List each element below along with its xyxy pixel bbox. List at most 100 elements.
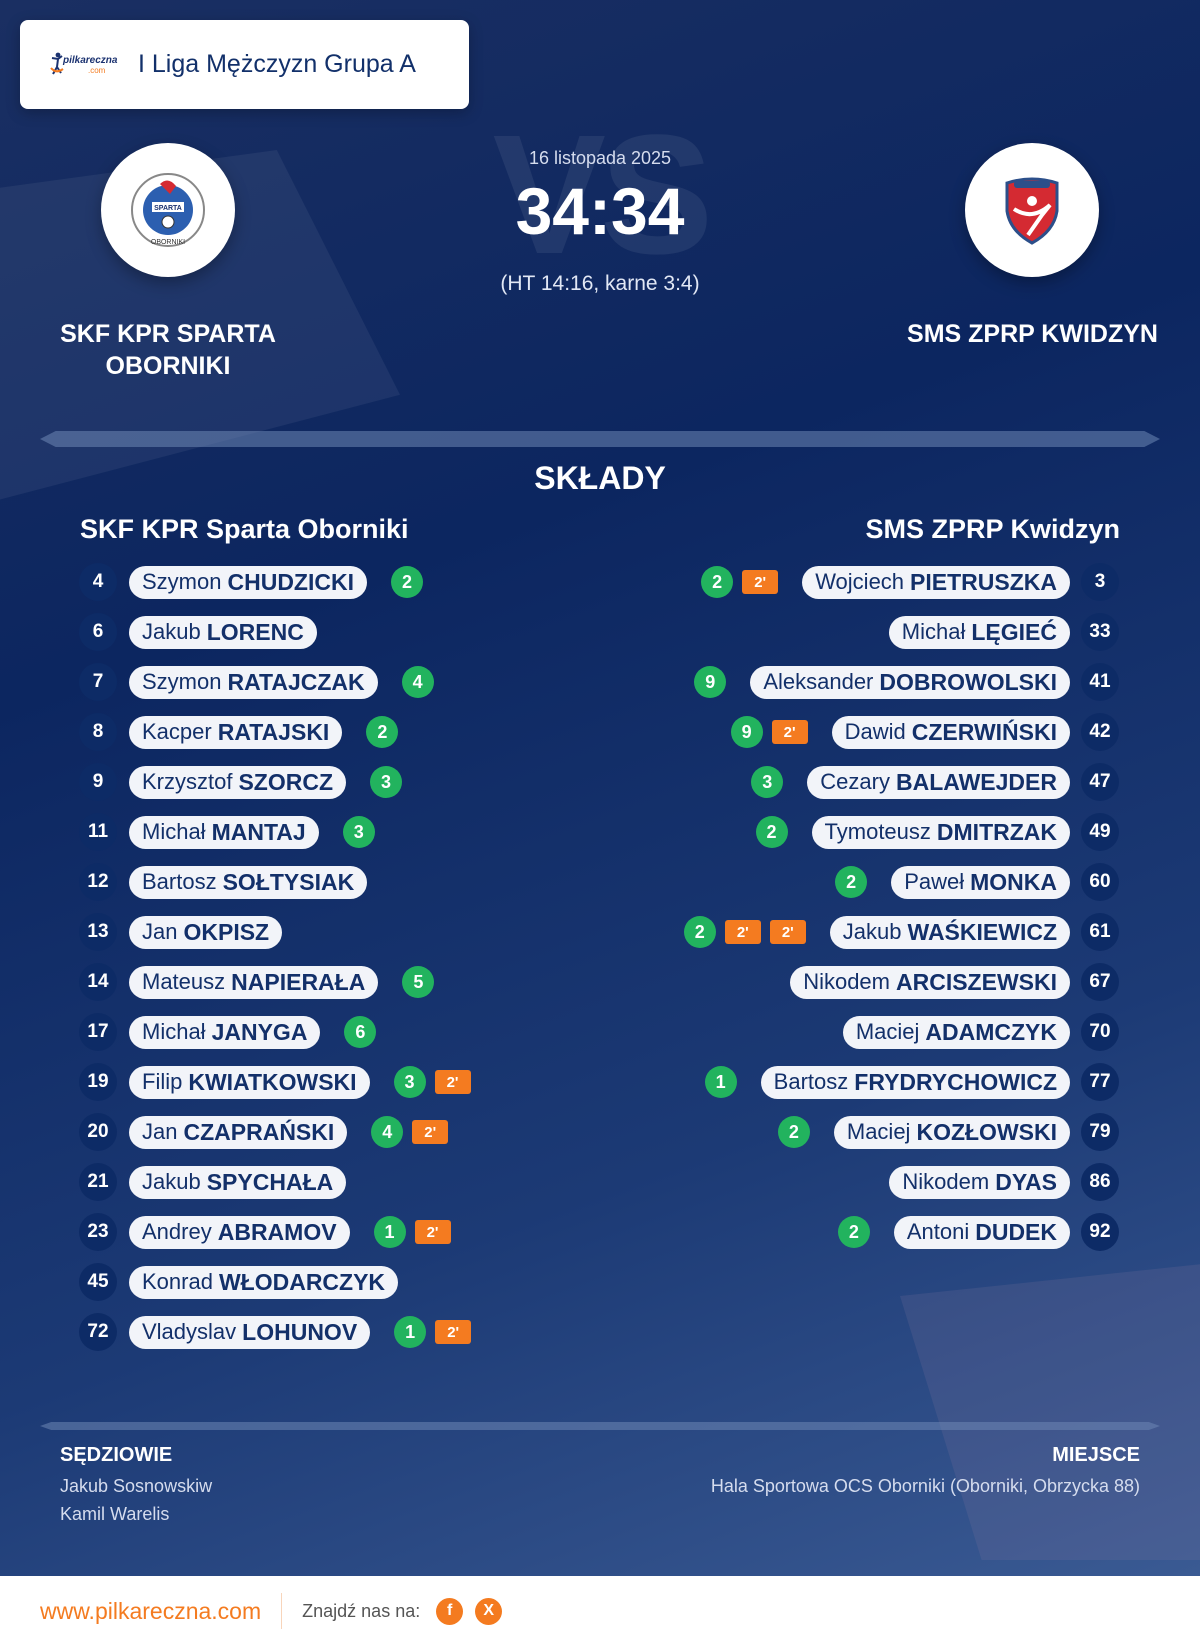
player-name[interactable]: Antoni DUDEK — [893, 1215, 1070, 1249]
final-score: 34:34 — [515, 174, 685, 248]
facebook-icon[interactable]: f — [436, 1597, 464, 1625]
player-name[interactable]: Bartosz SOŁTYSIAK — [129, 865, 368, 899]
player-row: 9 Aleksander DOBROWOLSKI 41 — [619, 657, 1119, 707]
suspension-badge: 2' — [435, 1320, 472, 1344]
jersey-number: 60 — [1081, 863, 1119, 901]
brand-logo[interactable]: pilkareczna .com — [50, 50, 122, 80]
player-name[interactable]: Bartosz FRYDRYCHOWICZ — [760, 1065, 1070, 1099]
goals-badge: 2 — [777, 1116, 810, 1148]
goals-badge: 2 — [835, 866, 868, 898]
league-header: pilkareczna .com I Liga Mężczyzn Grupa A — [20, 20, 469, 109]
player-name[interactable]: Maciej ADAMCZYK — [842, 1015, 1070, 1049]
player-name[interactable]: Szymon RATAJCZAK — [129, 665, 378, 699]
player-first-name: Filip — [142, 1069, 183, 1094]
goals-badge: 2 — [683, 916, 716, 948]
player-name[interactable]: Dawid CZERWIŃSKI — [831, 715, 1070, 749]
brand-logo-suffix: .com — [88, 65, 106, 75]
away-team-logo — [965, 143, 1099, 277]
jersey-number: 8 — [79, 713, 117, 751]
player-row: 21 Jakub SPYCHAŁA — [79, 1157, 579, 1207]
player-row: Nikodem DYAS 86 — [619, 1157, 1119, 1207]
match-date: 16 listopada 2025 — [528, 148, 672, 168]
player-name[interactable]: Filip KWIATKOWSKI — [129, 1065, 370, 1099]
suspension-badge: 2' — [412, 1120, 449, 1144]
website-link[interactable]: www.pilkareczna.com — [40, 1597, 262, 1624]
player-stats: 2 — [755, 816, 788, 848]
player-name[interactable]: Kacper RATAJSKI — [129, 715, 343, 749]
player-name[interactable]: Cezary BALAWEJDER — [807, 765, 1070, 799]
goals-badge: 4 — [371, 1116, 404, 1148]
player-name[interactable]: Wojciech PIETRUSZKA — [802, 565, 1070, 599]
player-last-name: SZORCZ — [238, 768, 334, 795]
player-last-name: CZERWIŃSKI — [911, 718, 1057, 745]
goals-badge: 1 — [704, 1066, 737, 1098]
player-last-name: MANTAJ — [211, 818, 306, 845]
jersey-number: 9 — [79, 763, 117, 801]
player-first-name: Konrad — [142, 1269, 213, 1294]
player-name[interactable]: Jan OKPISZ — [129, 915, 283, 949]
player-name[interactable]: Nikodem ARCISZEWSKI — [790, 965, 1070, 999]
player-name[interactable]: Jakub WAŚKIEWICZ — [829, 915, 1070, 949]
player-name[interactable]: Mateusz NAPIERAŁA — [129, 965, 379, 999]
player-name[interactable]: Nikodem DYAS — [889, 1165, 1070, 1199]
player-first-name: Michał — [901, 619, 966, 644]
player-name[interactable]: Paweł MONKA — [891, 865, 1070, 899]
player-name[interactable]: Krzysztof SZORCZ — [129, 765, 347, 799]
player-row: 45 Konrad WŁODARCZYK — [79, 1257, 579, 1307]
player-last-name: DUDEK — [975, 1218, 1057, 1245]
player-row: 9 2' Dawid CZERWIŃSKI 42 — [619, 707, 1119, 757]
player-stats: 9 — [694, 666, 727, 698]
player-name[interactable]: Jakub LORENC — [129, 615, 317, 649]
player-last-name: LOHUNOV — [242, 1318, 358, 1345]
player-row: 12 Bartosz SOŁTYSIAK — [79, 857, 579, 907]
player-stats: 2 — [777, 1116, 810, 1148]
player-row: 8 Kacper RATAJSKI 2 — [79, 707, 579, 757]
player-name[interactable]: Tymoteusz DMITRZAK — [811, 815, 1070, 849]
player-stats: 3 — [751, 766, 784, 798]
player-name[interactable]: Vladyslav LOHUNOV — [129, 1315, 371, 1349]
player-first-name: Paweł — [904, 869, 965, 894]
player-name[interactable]: Jakub SPYCHAŁA — [129, 1165, 347, 1199]
player-stats: 2 2' — [701, 566, 779, 598]
player-last-name: CZAPRAŃSKI — [183, 1118, 335, 1145]
player-name[interactable]: Aleksander DOBROWOLSKI — [750, 665, 1070, 699]
jersey-number: 79 — [1081, 1113, 1119, 1151]
player-last-name: MONKA — [970, 868, 1057, 895]
player-first-name: Andrey — [142, 1219, 212, 1244]
player-last-name: SOŁTYSIAK — [222, 868, 355, 895]
player-name[interactable]: Maciej KOZŁOWSKI — [833, 1115, 1070, 1149]
suspension-badge: 2' — [434, 1070, 471, 1094]
player-name[interactable]: Jan CZAPRAŃSKI — [129, 1115, 348, 1149]
player-name[interactable]: Michał MANTAJ — [129, 815, 319, 849]
goals-badge: 3 — [751, 766, 784, 798]
jersey-number: 19 — [79, 1063, 117, 1101]
goals-badge: 3 — [342, 816, 375, 848]
player-first-name: Aleksander — [763, 669, 874, 694]
player-first-name: Maciej — [846, 1119, 911, 1144]
player-stats: 1 — [704, 1066, 737, 1098]
player-first-name: Krzysztof — [142, 769, 233, 794]
player-last-name: CHUDZICKI — [227, 568, 354, 595]
goals-badge: 2 — [701, 566, 734, 598]
player-first-name: Kacper — [142, 719, 212, 744]
player-stats: 2 — [366, 716, 399, 748]
player-stats: 3 — [342, 816, 375, 848]
x-icon[interactable]: X — [475, 1597, 503, 1625]
jersey-number: 7 — [79, 663, 117, 701]
player-name[interactable]: Andrey ABRAMOV — [129, 1215, 350, 1249]
sparta-oborniki-crest-icon: SPARTA OBORNIKI — [131, 173, 205, 247]
player-row: 1 Bartosz FRYDRYCHOWICZ 77 — [619, 1057, 1119, 1107]
player-last-name: DOBROWOLSKI — [879, 668, 1057, 695]
player-name[interactable]: Michał LĘGIEĆ — [888, 615, 1070, 649]
player-name[interactable]: Konrad WŁODARCZYK — [129, 1265, 399, 1299]
player-row: 9 Krzysztof SZORCZ 3 — [79, 757, 579, 807]
goals-badge: 9 — [730, 716, 763, 748]
jersey-number: 6 — [79, 613, 117, 651]
goals-badge: 2 — [837, 1216, 870, 1248]
home-lineup-list: 4 Szymon CHUDZICKI 2 6 Jakub LORENC 7 Szymon RATA… — [79, 557, 579, 1357]
player-row: 2 Tymoteusz DMITRZAK 49 — [619, 807, 1119, 857]
player-first-name: Mateusz — [142, 969, 226, 994]
player-name[interactable]: Szymon CHUDZICKI — [129, 565, 367, 599]
player-stats: 2 — [837, 1216, 870, 1248]
player-name[interactable]: Michał JANYGA — [129, 1015, 321, 1049]
